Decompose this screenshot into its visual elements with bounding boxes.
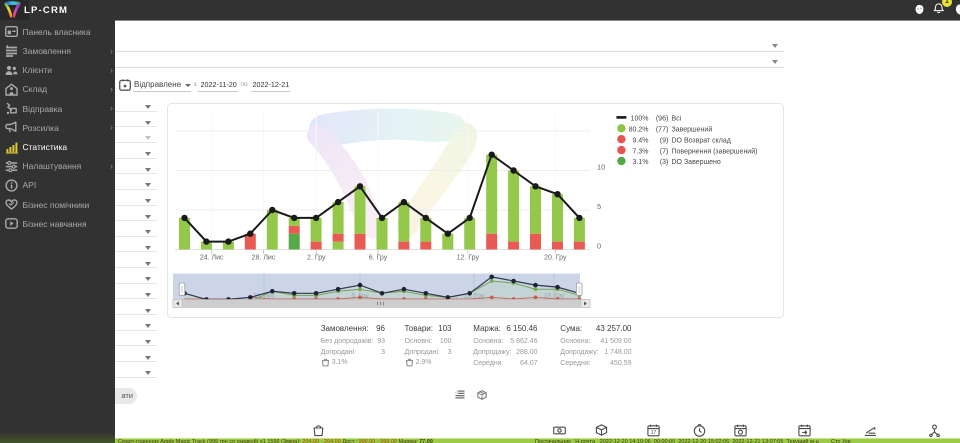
svg-text:6. Гру: 6. Гру <box>369 255 388 262</box>
svg-text:Завершений: Завершений <box>672 126 713 134</box>
svg-text:(3): (3) <box>660 159 669 166</box>
svg-text:Всі: Всі <box>672 115 682 123</box>
svg-text:DO Завершено: DO Завершено <box>672 159 721 166</box>
svg-text:(9): (9) <box>660 137 669 144</box>
svg-text:(96): (96) <box>656 116 668 123</box>
svg-text:17: 17 <box>651 430 657 436</box>
svg-text:Повернення (завершений): Повернення (завершений) <box>672 147 758 155</box>
svg-text:3.1%: 3.1% <box>633 159 649 166</box>
svg-text:28. Лис: 28. Лис <box>252 255 276 262</box>
svg-text:28. Лис: 28. Лис <box>253 293 276 300</box>
svg-text:9.4%: 9.4% <box>633 137 649 144</box>
svg-text:12. Гру: 12. Гру <box>464 293 486 300</box>
svg-text:5: 5 <box>597 202 601 211</box>
svg-text:20. Гру: 20. Гру <box>544 255 567 262</box>
svg-text:12. Гру: 12. Гру <box>457 255 480 262</box>
svg-text:2. Гру: 2. Гру <box>307 255 326 262</box>
svg-text:10: 10 <box>597 163 605 172</box>
svg-text:7.3%: 7.3% <box>633 148 649 155</box>
svg-text:19. Гру: 19. Гру <box>544 293 566 300</box>
svg-text:(7): (7) <box>660 148 669 155</box>
svg-text:DO Возврат склад: DO Возврат склад <box>672 137 731 144</box>
svg-text:0: 0 <box>597 242 601 251</box>
svg-text:(77): (77) <box>656 127 668 134</box>
svg-text:24. Лис: 24. Лис <box>200 255 224 262</box>
svg-text:80.2%: 80.2% <box>629 127 649 134</box>
svg-text:100%: 100% <box>631 116 649 123</box>
